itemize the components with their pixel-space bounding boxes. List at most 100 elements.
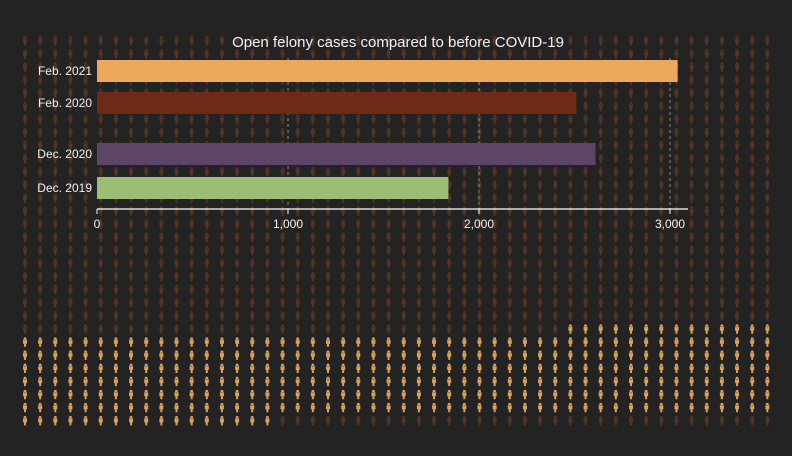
background-figure <box>735 337 740 347</box>
background-figure <box>644 402 649 413</box>
background-figure <box>704 284 709 295</box>
background-figure <box>644 311 649 321</box>
background-figure <box>644 415 649 426</box>
background-figure <box>113 324 118 334</box>
background-figure <box>538 337 543 347</box>
background-figure <box>629 219 633 229</box>
background-figure <box>83 363 88 373</box>
background-figure <box>53 284 58 295</box>
background-figure <box>704 415 709 426</box>
background-figure <box>719 311 724 321</box>
background-figure <box>689 62 694 72</box>
background-figure <box>386 402 391 413</box>
background-figure <box>644 298 649 308</box>
background-figure <box>280 324 285 334</box>
background-figure <box>38 193 43 203</box>
background-figure <box>522 350 527 360</box>
background-figure <box>568 127 573 138</box>
background-figure <box>492 36 497 46</box>
background-figure <box>265 389 270 400</box>
background-figure <box>583 389 588 400</box>
background-figure <box>23 284 27 295</box>
background-figure <box>765 389 770 400</box>
background-figure <box>765 363 770 373</box>
background-figure <box>113 245 118 256</box>
background-figure <box>113 258 118 269</box>
background-figure <box>735 232 740 242</box>
background-figure <box>583 337 588 347</box>
background-figure <box>613 337 618 347</box>
background-figure <box>235 232 240 242</box>
background-figure <box>38 206 43 216</box>
background-figure <box>23 389 27 400</box>
background-figure <box>68 311 73 321</box>
background-figure <box>613 271 618 282</box>
background-figure <box>659 324 664 334</box>
background-figure <box>401 127 406 138</box>
background-figure <box>704 402 709 413</box>
background-figure <box>674 402 679 413</box>
background-figure <box>53 350 58 360</box>
background-figure <box>447 298 452 308</box>
background-figure <box>719 153 724 164</box>
background-figure <box>416 311 421 321</box>
background-figure <box>538 389 543 400</box>
background-figure <box>204 232 209 242</box>
background-figure <box>401 402 406 413</box>
background-figure <box>98 311 103 321</box>
background-figure <box>401 36 406 46</box>
background-figure <box>538 167 543 177</box>
background-figure <box>462 232 467 242</box>
background-figure <box>507 402 512 413</box>
background-figure <box>219 389 224 400</box>
background-figure <box>53 36 58 46</box>
background-figure <box>235 337 240 347</box>
background-figure <box>735 101 740 111</box>
background-figure <box>568 36 573 46</box>
background-figure <box>401 245 406 256</box>
background-figure <box>598 36 603 46</box>
background-figure <box>219 324 224 334</box>
background-figure <box>704 206 709 216</box>
background-figure <box>295 324 300 334</box>
background-figure <box>326 337 330 347</box>
background-figure <box>507 363 512 373</box>
background-figure <box>644 36 649 46</box>
background-figure <box>432 337 437 347</box>
background-figure <box>68 75 73 85</box>
background-figure <box>704 232 709 242</box>
background-figure <box>113 350 118 360</box>
background-figure <box>568 363 573 373</box>
background-figure <box>204 350 209 360</box>
background-figure <box>659 127 664 138</box>
background-figure <box>38 271 43 282</box>
background-figure <box>659 140 664 151</box>
background-figure <box>295 127 300 138</box>
background-figure <box>53 337 58 347</box>
background-figure <box>583 180 588 190</box>
background-figure <box>83 258 88 269</box>
background-figure <box>23 402 27 413</box>
background-figure <box>689 127 694 138</box>
background-figure <box>583 311 588 321</box>
background-figure <box>416 337 421 347</box>
background-figure <box>295 245 300 256</box>
background-figure <box>265 376 270 387</box>
background-figure <box>629 114 633 125</box>
background-figure <box>462 245 467 256</box>
background-figure <box>371 219 376 229</box>
background-figure <box>507 127 512 138</box>
background-figure <box>522 49 527 59</box>
background-figure <box>174 402 179 413</box>
background-figure <box>310 114 315 125</box>
background-figure <box>250 298 255 308</box>
background-figure <box>598 284 603 295</box>
background-figure <box>113 114 118 125</box>
background-figure <box>507 337 512 347</box>
background-figure <box>674 49 679 59</box>
background-figure <box>462 337 467 347</box>
background-figure <box>83 337 88 347</box>
background-figure <box>719 415 724 426</box>
background-figure <box>341 415 346 426</box>
background-figure <box>447 284 452 295</box>
